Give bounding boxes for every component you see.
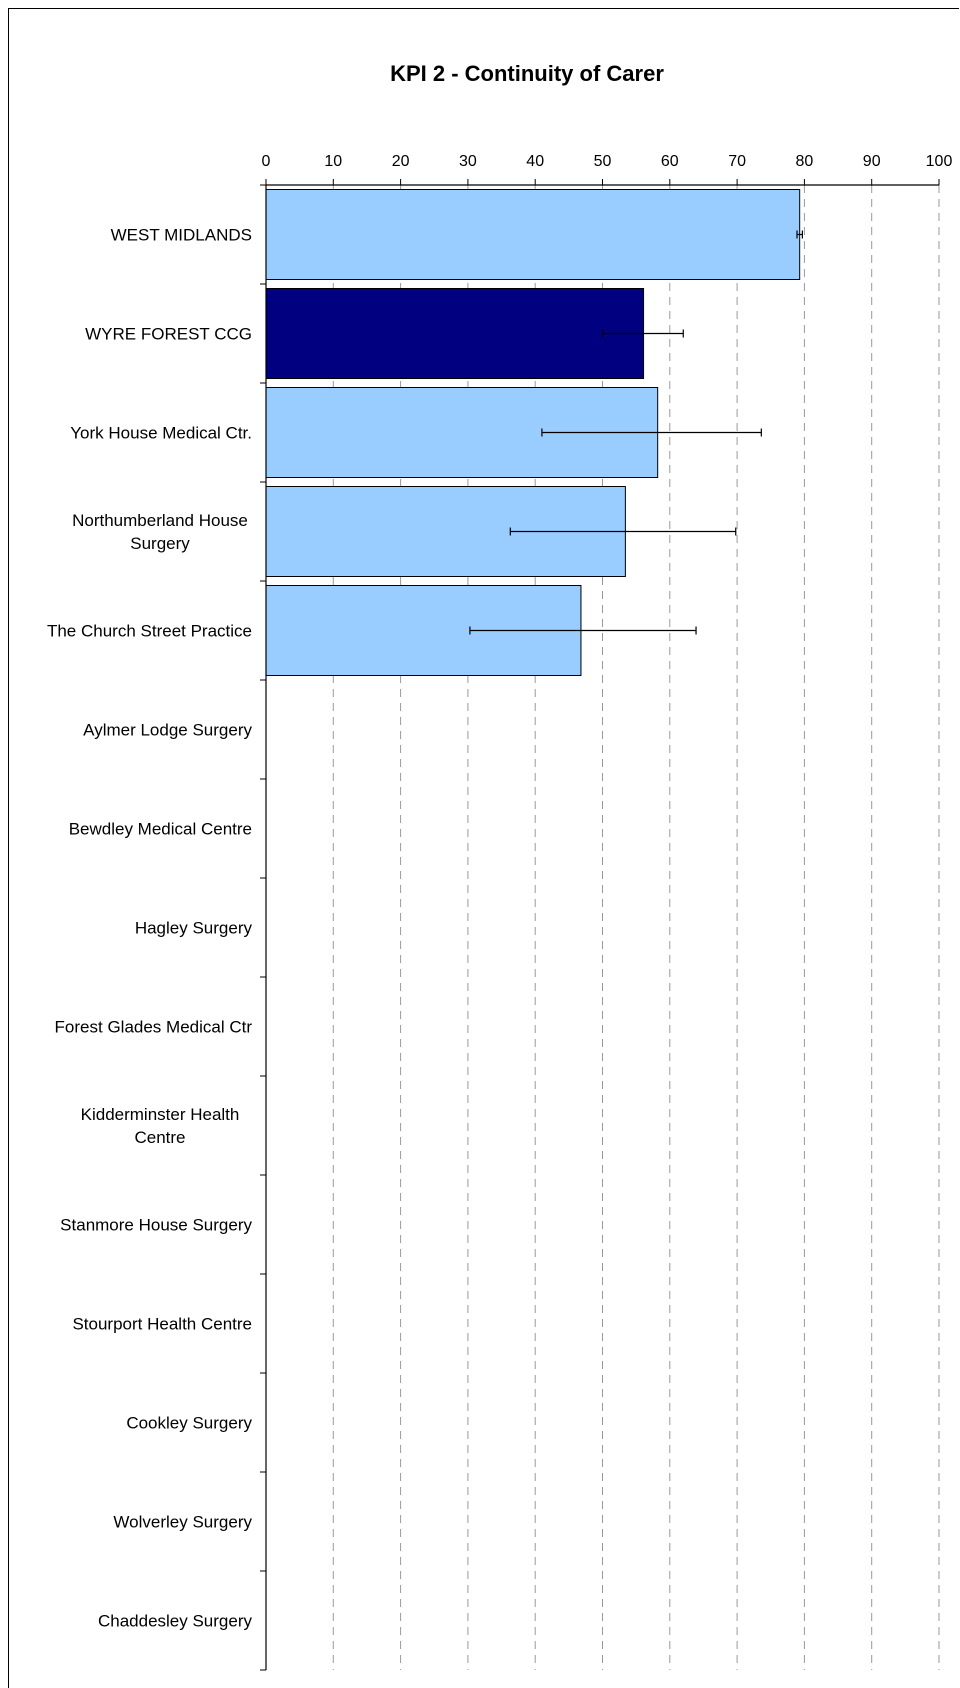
category-label: WYRE FOREST CCG <box>85 325 252 344</box>
category-label: The Church Street Practice <box>47 622 252 641</box>
category-label-line: Kidderminster Health <box>81 1105 240 1124</box>
x-tick-label: 70 <box>728 153 746 170</box>
category-label: Aylmer Lodge Surgery <box>83 721 252 740</box>
chart-title: KPI 2 - Continuity of Carer <box>390 61 664 86</box>
category-label: Stanmore House Surgery <box>60 1216 252 1235</box>
error-bars <box>469 230 803 635</box>
category-label: Kidderminster Health Centre <box>81 1105 240 1147</box>
category-label: Forest Glades Medical Ctr <box>55 1018 253 1037</box>
category-label: Chaddesley Surgery <box>98 1612 253 1631</box>
x-tick-label: 50 <box>594 153 612 170</box>
category-label: Cookley Surgery <box>126 1414 252 1433</box>
category-label-line: Cookley Surgery <box>126 1414 252 1433</box>
category-label: York House Medical Ctr. <box>70 424 252 443</box>
category-label-line: York House Medical Ctr. <box>70 424 252 443</box>
gridlines <box>332 185 940 1670</box>
x-tick-label: 90 <box>863 153 881 170</box>
category-label-line: WEST MIDLANDS <box>111 226 252 245</box>
category-label-line: Northumberland House <box>72 511 248 530</box>
category-label-line: Stourport Health Centre <box>72 1315 252 1334</box>
x-tick-label: 40 <box>526 153 544 170</box>
x-tick-label: 30 <box>459 153 477 170</box>
category-label: Northumberland House Surgery <box>72 511 248 553</box>
category-label-line: Chaddesley Surgery <box>98 1612 253 1631</box>
category-label-line: Wolverley Surgery <box>113 1513 252 1532</box>
category-label-line: Stanmore House Surgery <box>60 1216 252 1235</box>
x-tick-label: 0 <box>262 153 271 170</box>
category-label-line: Surgery <box>130 534 190 553</box>
bar <box>265 189 801 280</box>
x-tick-label: 10 <box>324 153 342 170</box>
x-tick-label: 80 <box>796 153 814 170</box>
x-tick-labels: 0 10 20 30 40 50 60 70 80 90 100 <box>262 153 953 170</box>
category-label-line: Forest Glades Medical Ctr <box>55 1018 253 1037</box>
axes <box>260 179 940 1671</box>
category-label: Bewdley Medical Centre <box>69 820 252 839</box>
category-label-line: The Church Street Practice <box>47 622 252 641</box>
x-tick-label: 60 <box>661 153 679 170</box>
category-label: Stourport Health Centre <box>72 1315 252 1334</box>
category-labels: WEST MIDLANDS WYRE FOREST CCG York House M… <box>47 226 253 1631</box>
category-label-line: Aylmer Lodge Surgery <box>83 721 252 740</box>
category-label: WEST MIDLANDS <box>111 226 252 245</box>
category-label: Wolverley Surgery <box>113 1513 252 1532</box>
category-label-line: Hagley Surgery <box>135 919 253 938</box>
category-label-line: Bewdley Medical Centre <box>69 820 252 839</box>
x-tick-label: 100 <box>926 153 953 170</box>
category-label-line: Centre <box>134 1128 185 1147</box>
category-label-line: WYRE FOREST CCG <box>85 325 252 344</box>
bar <box>265 288 645 379</box>
chart-frame <box>8 8 959 1688</box>
x-tick-label: 20 <box>392 153 410 170</box>
category-label: Hagley Surgery <box>135 919 253 938</box>
